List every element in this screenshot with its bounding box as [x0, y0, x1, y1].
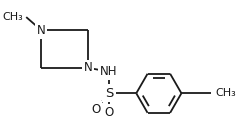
Text: N: N — [84, 61, 93, 74]
Text: S: S — [105, 87, 113, 100]
Text: O: O — [91, 103, 100, 116]
Text: CH₃: CH₃ — [3, 12, 23, 22]
Text: CH₃: CH₃ — [215, 88, 236, 98]
Text: N: N — [37, 24, 46, 37]
Text: NH: NH — [100, 65, 118, 78]
Text: O: O — [104, 106, 114, 119]
